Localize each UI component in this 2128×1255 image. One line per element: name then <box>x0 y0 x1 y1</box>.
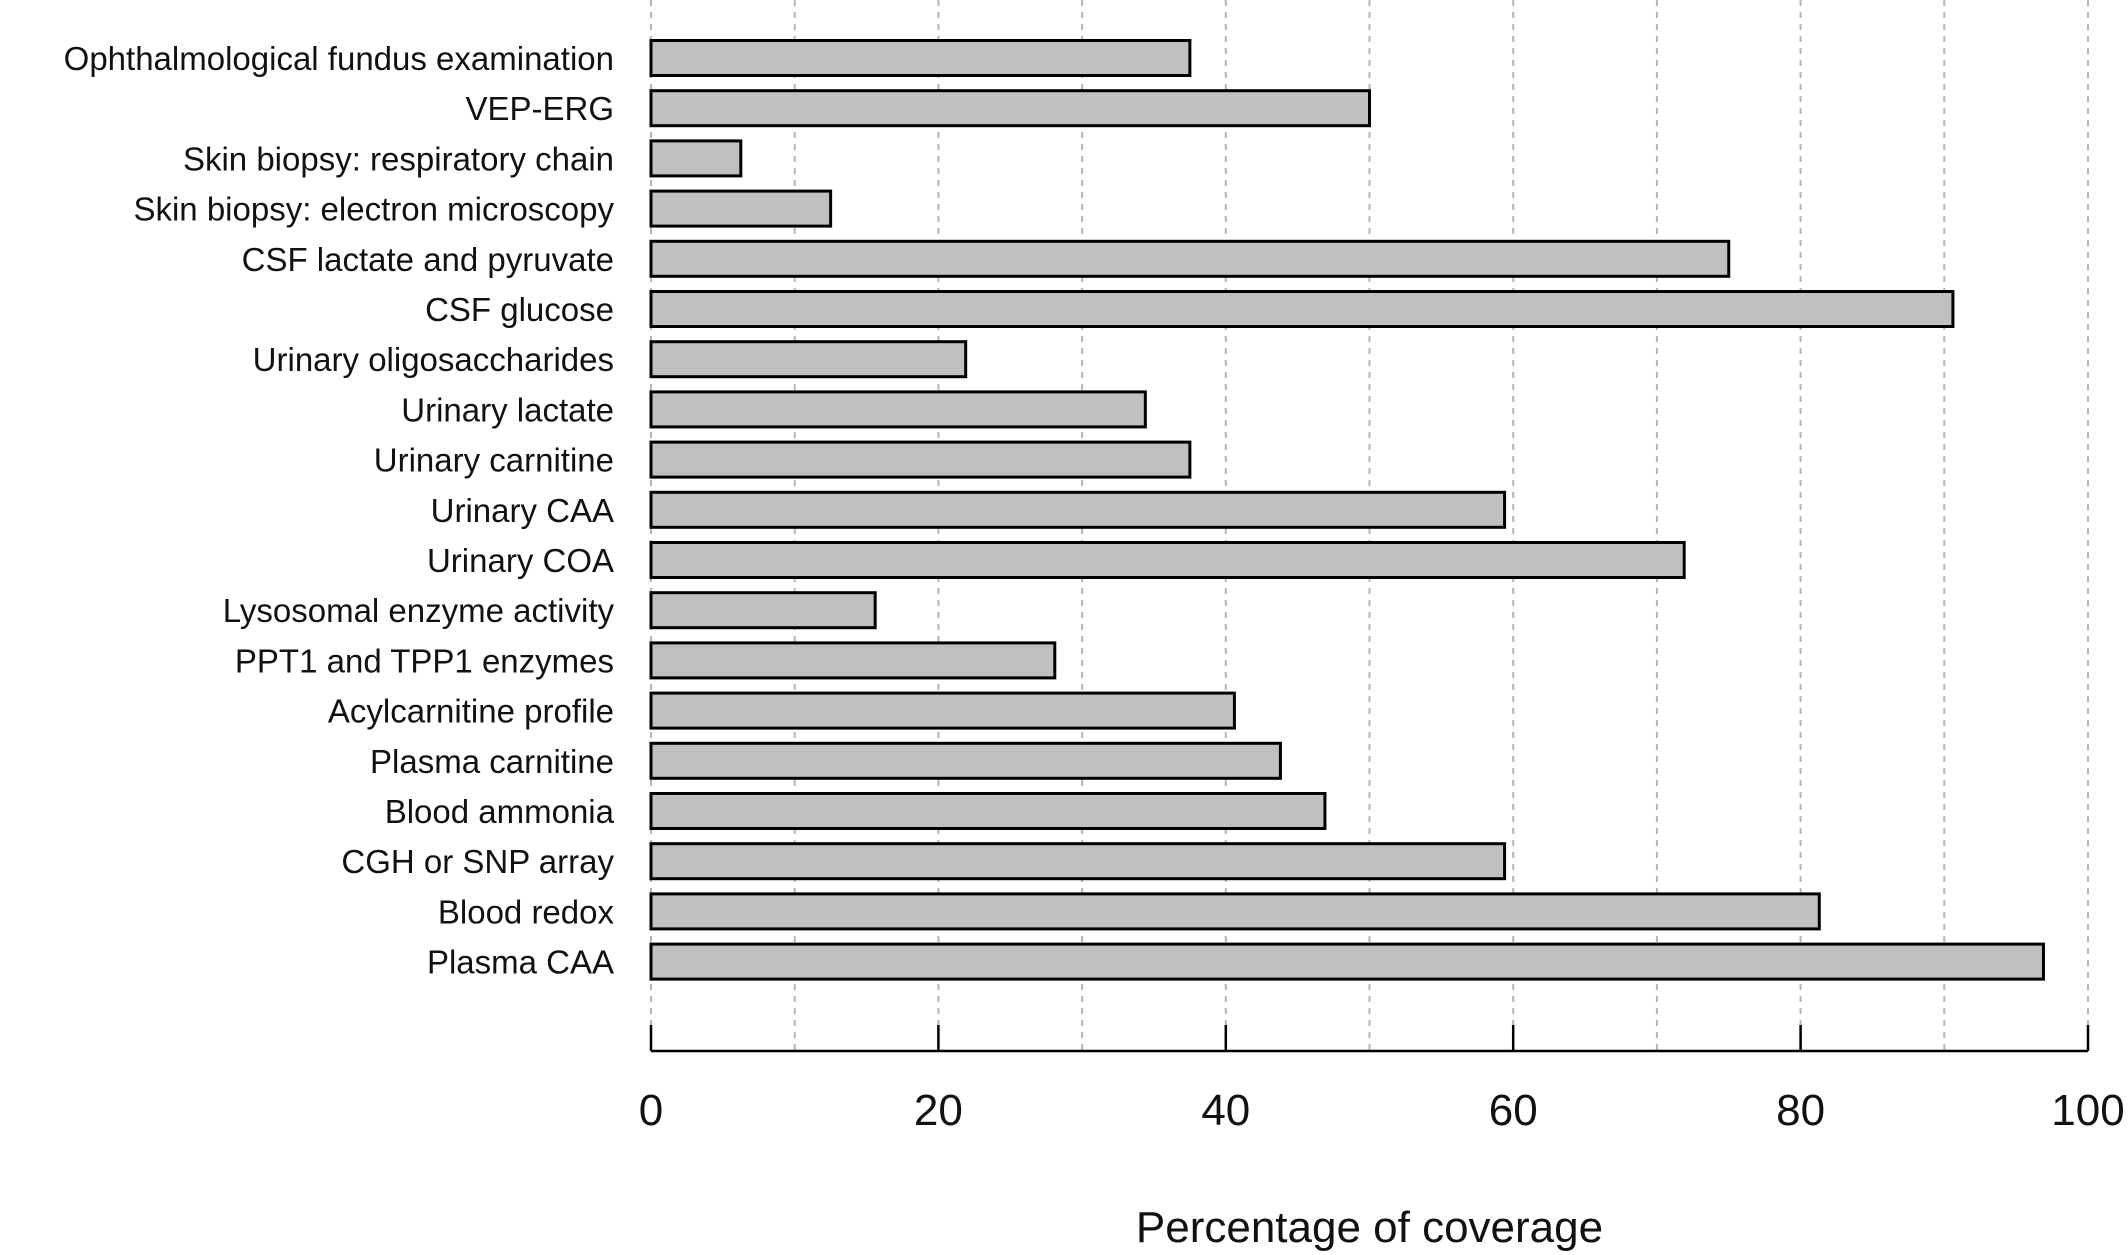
category-label-12: PPT1 and TPP1 enzymes <box>235 642 614 679</box>
category-label-14: Plasma carnitine <box>370 743 614 780</box>
tick-label-80: 80 <box>1776 1086 1825 1135</box>
category-label-16: CGH or SNP array <box>341 843 614 880</box>
category-label-0: Ophthalmological fundus examination <box>64 40 614 77</box>
bar-16 <box>649 842 1507 881</box>
bar-0 <box>649 39 1192 77</box>
bar-10 <box>649 541 1686 579</box>
bar-6 <box>649 340 968 379</box>
tick-label-60: 60 <box>1489 1086 1538 1135</box>
bar-14 <box>649 741 1282 780</box>
category-label-13: Acylcarnitine profile <box>328 693 614 730</box>
tick-label-20: 20 <box>914 1086 963 1135</box>
bar-12 <box>649 641 1057 680</box>
category-label-2: Skin biopsy: respiratory chain <box>183 140 614 177</box>
category-labels: Ophthalmological fundus examination VEP-E… <box>64 40 615 981</box>
tick-label-100: 100 <box>2051 1086 2124 1135</box>
category-label-10: Urinary COA <box>427 542 614 579</box>
bar-1 <box>649 89 1371 128</box>
category-label-8: Urinary carnitine <box>374 442 614 479</box>
bar-5 <box>649 290 1955 328</box>
x-axis-title: Percentage of coverage <box>1136 1203 1603 1252</box>
bar-15 <box>649 792 1327 830</box>
category-label-5: CSF glucose <box>425 291 614 328</box>
tick-label-0: 0 <box>639 1086 663 1135</box>
bar-8 <box>649 440 1192 479</box>
bar-2 <box>649 139 743 178</box>
bar-7 <box>649 390 1147 429</box>
category-label-18: Plasma CAA <box>427 944 614 981</box>
category-label-15: Blood ammonia <box>385 793 615 830</box>
bar-3 <box>649 189 833 228</box>
category-label-9: Urinary CAA <box>431 492 614 529</box>
bar-4 <box>649 239 1731 278</box>
bar-11 <box>649 591 877 630</box>
x-axis: 0 20 40 60 80 100 <box>639 1025 2125 1135</box>
category-label-4: CSF lactate and pyruvate <box>242 241 614 278</box>
category-label-1: VEP-ERG <box>465 90 614 127</box>
category-label-11: Lysosomal enzyme activity <box>223 592 615 629</box>
category-label-3: Skin biopsy: electron microscopy <box>133 191 614 228</box>
bar-17 <box>649 892 1821 931</box>
bars <box>649 39 2045 981</box>
tick-label-40: 40 <box>1201 1086 1250 1135</box>
category-label-7: Urinary lactate <box>401 391 614 428</box>
category-label-17: Blood redox <box>438 893 615 930</box>
bar-13 <box>649 691 1236 730</box>
category-label-6: Urinary oligosaccharides <box>253 341 614 378</box>
bar-18 <box>649 942 2045 981</box>
bar-9 <box>649 490 1507 529</box>
